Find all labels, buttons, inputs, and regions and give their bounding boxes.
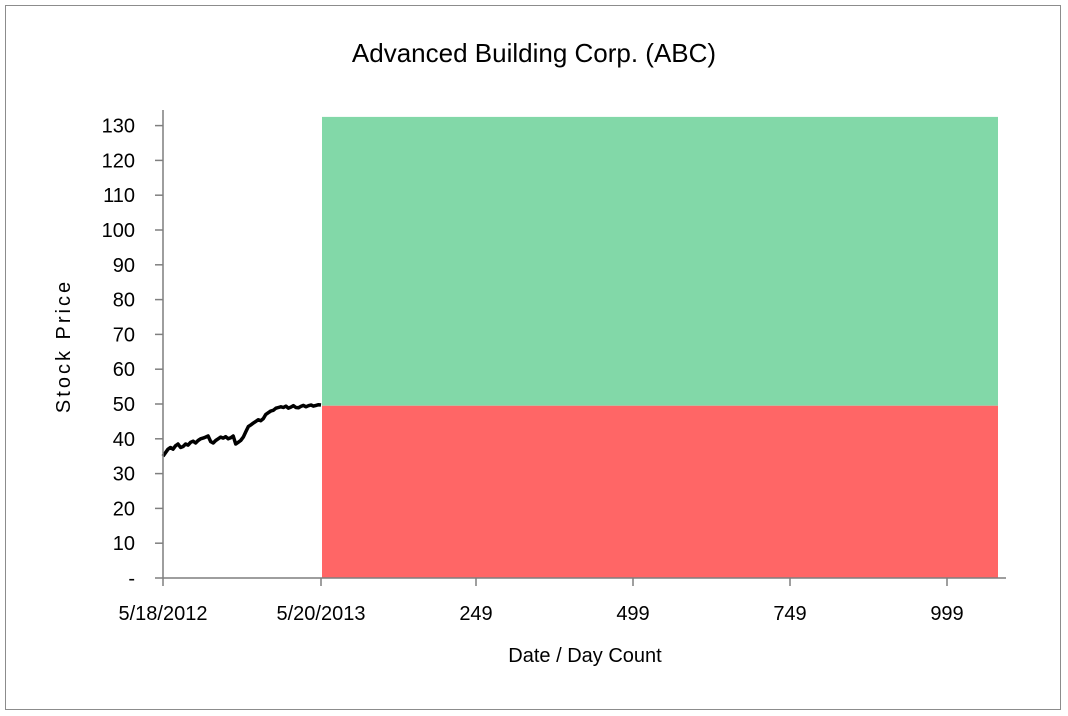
y-tick-label: - (128, 568, 135, 590)
y-tick-label: 120 (102, 150, 135, 172)
x-tick-label: 5/18/2012 (119, 603, 208, 625)
region-layer (322, 116, 998, 578)
x-tick-label: 5/20/2013 (277, 603, 366, 625)
y-tick-label: 40 (113, 429, 135, 451)
x-tick-label: 249 (459, 603, 492, 625)
price-line (161, 402, 322, 458)
y-axis-title: Stock Price (53, 279, 75, 413)
axes (162, 110, 1006, 579)
y-tick-label: 130 (102, 116, 135, 138)
x-tick-label: 749 (773, 603, 806, 625)
upper-region (322, 116, 998, 406)
y-tick-label: 110 (103, 185, 135, 207)
y-tick-label: 90 (113, 255, 135, 277)
y-tick-label: 10 (113, 533, 135, 555)
price-line-layer (161, 402, 322, 458)
y-tick-label: 100 (102, 220, 135, 242)
chart-title: Advanced Building Corp. (ABC) (352, 38, 716, 68)
x-axis-title: Date / Day Count (508, 645, 662, 667)
x-tick-label: 999 (930, 603, 963, 625)
y-tick-label: 30 (113, 464, 135, 486)
x-ticks: 5/18/2012 5/20/2013 249 499 749 999 (119, 578, 964, 625)
x-tick-label: 499 (616, 603, 649, 625)
y-tick-label: 70 (113, 324, 135, 346)
lower-region (322, 405, 998, 578)
y-ticks: - 10 20 30 40 50 60 70 80 90 100 110 120 130 (102, 116, 163, 590)
y-tick-label: 50 (113, 394, 135, 416)
y-tick-label: 60 (113, 359, 135, 381)
y-tick-label: 80 (113, 290, 135, 312)
y-tick-label: 20 (113, 498, 135, 520)
